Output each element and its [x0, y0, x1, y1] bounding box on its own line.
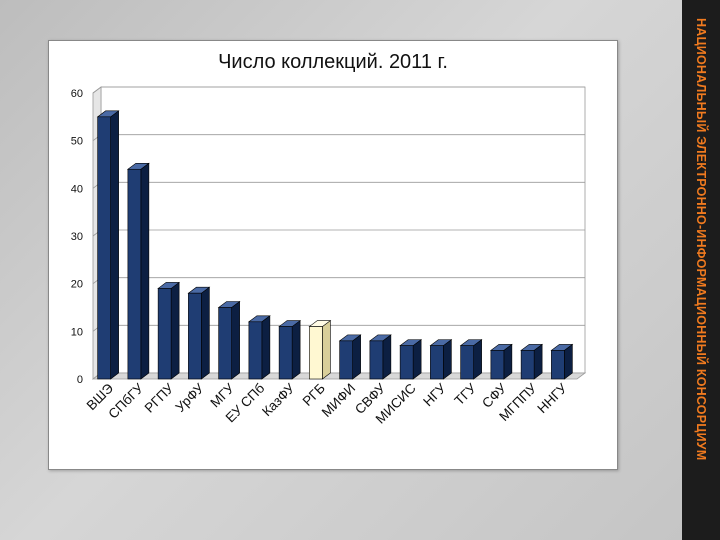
y-tick-label: 50: [71, 136, 83, 148]
y-tick-label: 60: [71, 88, 83, 100]
bar: [96, 110, 120, 380]
bar: [217, 300, 241, 380]
chart-card: Число коллекций. 2011 г. 0 10 20 30 40 50 60 ВШ…: [48, 40, 618, 470]
bar: [459, 339, 483, 380]
side-banner-text: НАЦИОНАЛЬНЫЙ ЭЛЕКТРОННО-ИНФОРМАЦИОННЫЙ К…: [694, 18, 708, 461]
bar: [247, 315, 271, 380]
y-tick-label: 40: [71, 183, 83, 195]
gridline: [92, 86, 585, 94]
bar: [308, 319, 332, 380]
bar: [338, 334, 362, 380]
chart-title: Число коллекций. 2011 г.: [218, 51, 448, 73]
bar: [429, 339, 453, 380]
bar: [126, 162, 150, 380]
bar: [399, 339, 423, 380]
bar: [550, 343, 574, 380]
x-tick-label: КазФУ: [259, 380, 298, 419]
y-tick-label: 0: [77, 374, 83, 386]
x-tick-label: УрФУ: [173, 380, 208, 415]
bar: [489, 343, 513, 380]
x-tick-label: СПбГУ: [105, 380, 146, 421]
y-tick-label: 10: [71, 326, 83, 338]
x-tick-label: ННГУ: [534, 380, 570, 416]
bar: [187, 286, 211, 380]
bar: [368, 334, 392, 380]
y-tick-label: 20: [71, 279, 83, 291]
x-tick-label: НГУ: [420, 380, 449, 409]
x-tick-label: РГПУ: [142, 380, 177, 415]
bar: [278, 319, 302, 380]
side-banner: НАЦИОНАЛЬНЫЙ ЭЛЕКТРОННО-ИНФОРМАЦИОННЫЙ К…: [682, 0, 720, 540]
bar: [520, 343, 544, 380]
x-tick-label: МИФИ: [319, 381, 359, 421]
x-tick-label: ТГУ: [452, 380, 480, 408]
y-tick-label: 30: [71, 231, 83, 243]
bar: [157, 281, 181, 380]
